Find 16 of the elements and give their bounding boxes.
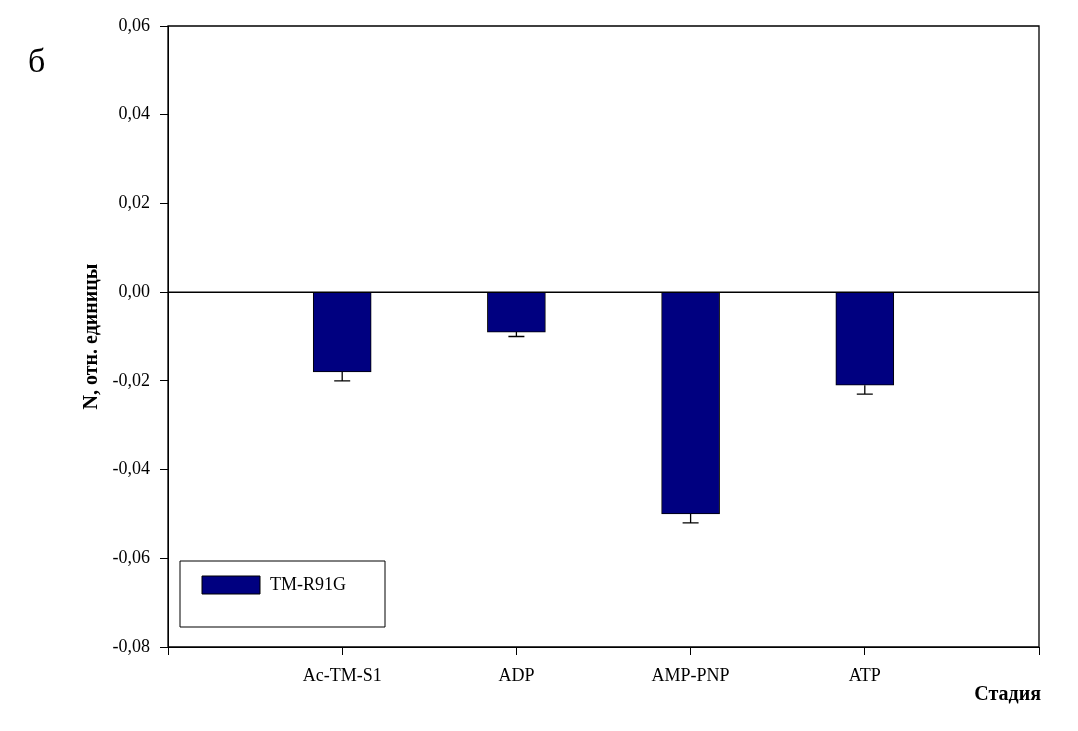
x-tick-label: ADP <box>498 664 535 685</box>
x-tick-label: Ac-TM-S1 <box>302 664 382 685</box>
y-tick-label: -0,08 <box>112 635 150 656</box>
legend-label: TM-R91G <box>270 573 346 594</box>
y-tick-label: -0,06 <box>112 547 150 568</box>
y-tick-label: 0,04 <box>118 103 150 124</box>
y-tick-label: 0,02 <box>118 192 150 213</box>
x-tick-label: AMP-PNP <box>651 664 730 685</box>
y-axis-title: N, отн. единицы <box>79 263 102 410</box>
x-tick-label: ATP <box>848 664 881 685</box>
x-axis-title: Стадия <box>974 682 1042 704</box>
y-tick-label: -0,02 <box>112 369 150 390</box>
y-tick-label: 0,00 <box>118 280 150 301</box>
y-tick-label: -0,04 <box>112 458 150 479</box>
y-tick-label: 0,06 <box>118 14 150 35</box>
text: б <box>28 42 46 79</box>
